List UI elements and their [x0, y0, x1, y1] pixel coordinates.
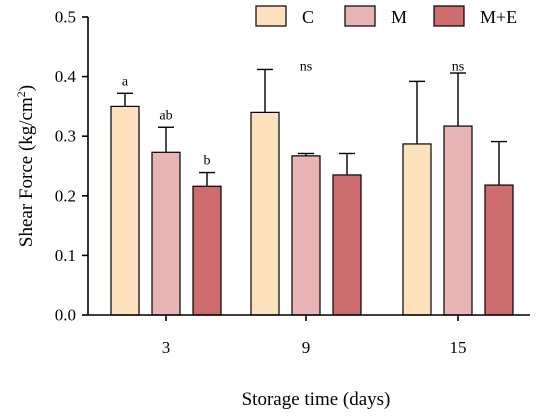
- legend-swatch: [433, 5, 465, 27]
- x-axis-title: Storage time (days): [242, 389, 391, 410]
- y-tick-label: 0.5: [55, 8, 76, 27]
- bar: [332, 174, 362, 316]
- axes-group: [87, 17, 530, 316]
- bar: [443, 125, 473, 316]
- legend-swatch: [344, 5, 376, 27]
- bars-group: [110, 105, 514, 316]
- legend-swatch: [255, 5, 287, 27]
- significance-label: b: [204, 154, 211, 169]
- y-tick-label: 0.0: [55, 306, 76, 325]
- y-tick-label: 0.1: [55, 246, 76, 265]
- significance-label: a: [122, 74, 129, 89]
- y-axis-title-superscript: 2: [14, 91, 28, 97]
- legend-label: M+E: [480, 7, 517, 27]
- y-tick-label: 0.4: [55, 67, 77, 86]
- bar: [110, 105, 140, 316]
- bar: [151, 151, 181, 316]
- y-axis-title-close: ): [16, 85, 37, 91]
- legend: C M M+E: [255, 5, 517, 27]
- significance-label: ab: [159, 108, 172, 123]
- y-axis-title: Shear Force (kg/cm2): [14, 85, 37, 247]
- significance-label: ns: [452, 60, 464, 75]
- significance-label: ns: [300, 60, 312, 75]
- bar: [484, 184, 514, 316]
- y-tick-label: 0.3: [55, 127, 76, 146]
- bar: [291, 155, 321, 316]
- x-tick-label: 15: [450, 338, 467, 357]
- bar: [250, 111, 280, 316]
- bar: [192, 185, 222, 316]
- x-tick-label: 9: [302, 338, 311, 357]
- y-tick-label: 0.2: [55, 186, 76, 205]
- y-ticks-group: 0.0 0.1 0.2 0.3 0.4 0.5: [55, 8, 88, 325]
- x-ticks-group: 3 9 15: [162, 315, 467, 357]
- x-tick-label: 3: [162, 338, 171, 357]
- legend-label: M: [391, 7, 407, 27]
- annotations-group: a ab b ns ns: [122, 60, 464, 169]
- error-bars-group: [117, 68, 507, 187]
- y-axis-title-text: Shear Force (kg/cm: [16, 97, 37, 247]
- legend-label: C: [302, 7, 314, 27]
- bar: [402, 143, 432, 316]
